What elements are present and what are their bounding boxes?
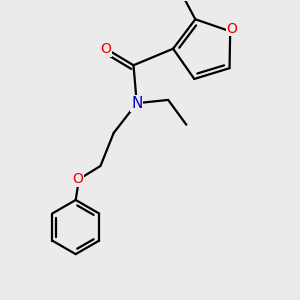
Text: N: N	[131, 96, 142, 111]
Text: O: O	[72, 172, 83, 186]
Text: O: O	[226, 22, 237, 36]
Text: O: O	[100, 42, 111, 56]
